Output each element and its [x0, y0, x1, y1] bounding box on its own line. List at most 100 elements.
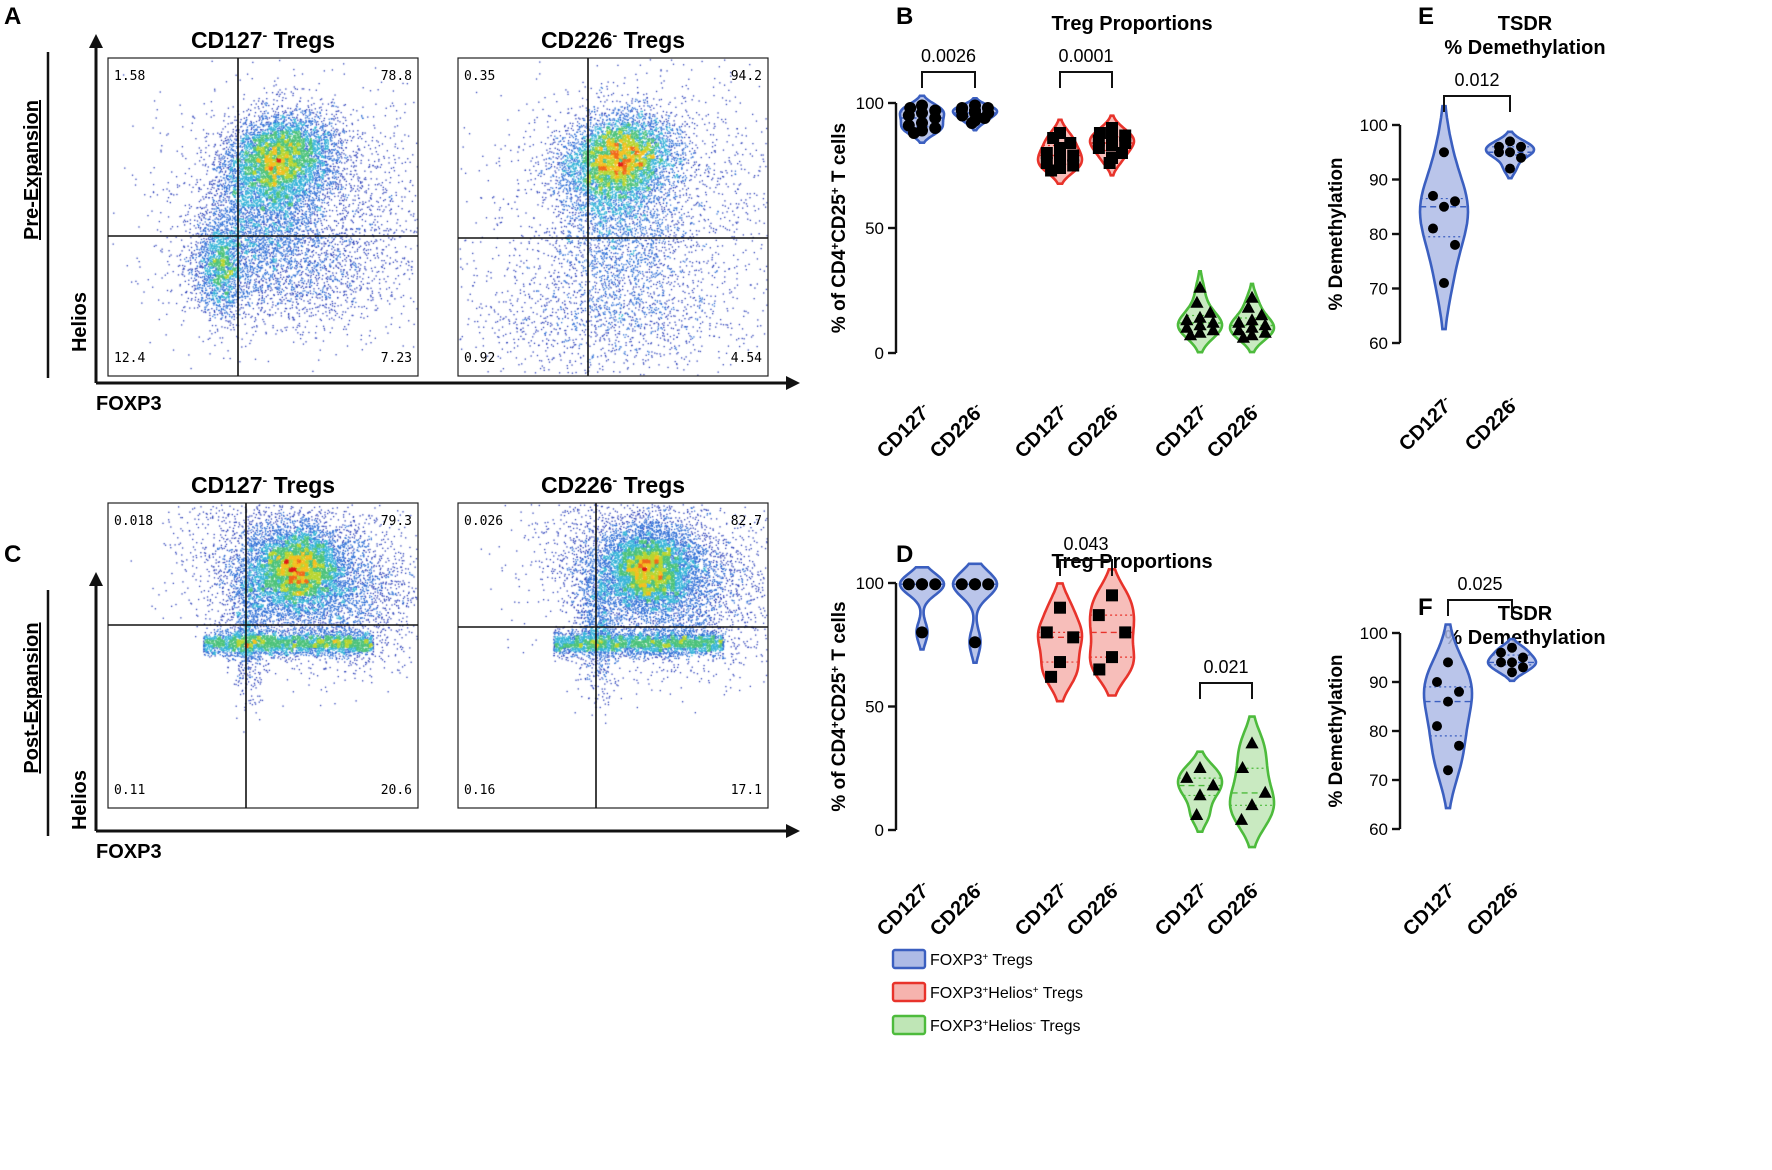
- panel-label-c: C: [4, 541, 21, 568]
- data-point-square: [1054, 656, 1066, 669]
- data-point-triangle: [1206, 323, 1220, 336]
- data-point-triangle: [1190, 807, 1204, 820]
- data-point-triangle: [1258, 785, 1272, 798]
- data-point-triangle: [1235, 761, 1250, 774]
- y-axis-arrowhead: [89, 34, 103, 48]
- data-point-square: [1067, 149, 1080, 162]
- violin-shape: [1418, 104, 1470, 331]
- flow-density-plot: [458, 58, 768, 376]
- data-point-circle: [1428, 223, 1438, 234]
- p-value-label: 0.025: [1457, 574, 1502, 594]
- p-value-label: 0.0001: [1058, 46, 1113, 66]
- data-point-square: [1040, 626, 1053, 639]
- significance-bracket: [1059, 559, 1113, 576]
- x-category-label: CD226-: [1460, 392, 1523, 455]
- legend-swatch: [891, 1014, 927, 1036]
- data-point-circle: [929, 112, 942, 124]
- chart-legend: FOXP3+ Tregs FOXP3+Helios+ Tregs FOXP3+Hel…: [891, 948, 1083, 1036]
- legend-swatch: [891, 981, 927, 1003]
- data-point-circle: [1505, 163, 1515, 174]
- data-point-circle: [1496, 647, 1506, 658]
- data-point-circle: [1518, 662, 1528, 673]
- x-axis-arrowhead: [786, 376, 800, 390]
- chart-title: TSDR: [1498, 13, 1553, 35]
- data-point-triangle: [1245, 290, 1259, 303]
- data-point-triangle: [1255, 308, 1269, 321]
- data-point-square: [1054, 142, 1066, 154]
- flow-density-container: [458, 58, 768, 376]
- data-point-circle: [916, 578, 928, 591]
- data-point-circle: [1439, 201, 1449, 212]
- quadrant-lower-left-value: 0.11: [114, 783, 145, 798]
- quadrant-upper-right-value: 79.3: [381, 514, 412, 529]
- data-point-triangle: [1193, 325, 1207, 338]
- data-point-circle: [1518, 652, 1528, 663]
- x-category-label: CD226-: [1062, 877, 1125, 940]
- x-category-label: CD226-: [1202, 877, 1265, 940]
- y-tick-label: 0: [875, 821, 884, 840]
- data-point-circle: [1439, 147, 1449, 158]
- data-point-square: [1093, 663, 1106, 676]
- data-point-circle: [955, 578, 968, 591]
- violin-shape: [1422, 623, 1474, 810]
- y-tick-label: 60: [1369, 334, 1388, 353]
- data-point-triangle: [1232, 323, 1246, 336]
- flow-plot-frame: [457, 57, 769, 377]
- y-axis-arrowhead: [89, 572, 103, 586]
- chart-subtitle: % Demethylation: [1444, 37, 1605, 59]
- quadrant-upper-left-value: 0.35: [464, 69, 495, 84]
- quadrant-lower-right-value: 17.1: [731, 783, 762, 798]
- data-point-circle: [1454, 740, 1464, 751]
- data-point-circle: [978, 112, 991, 124]
- quadrant-lower-left-value: 12.4: [114, 351, 145, 366]
- x-category-label: CD226-: [925, 399, 988, 462]
- side-label: Post-Expansion: [21, 622, 43, 773]
- x-axis-arrowhead: [786, 824, 800, 838]
- p-value-label: 0.043: [1063, 534, 1108, 554]
- data-point-triangle: [1183, 328, 1198, 341]
- y-axis-label-helios: Helios: [69, 770, 91, 830]
- y-axis-label-helios: Helios: [69, 292, 91, 352]
- data-point-circle: [902, 109, 915, 122]
- y-axis-label: % of CD4+CD25+ T cells: [829, 123, 851, 333]
- data-point-triangle: [1193, 788, 1207, 801]
- data-point-circle: [1432, 677, 1442, 687]
- y-tick-label: 50: [865, 219, 884, 238]
- y-tick-label: 0: [875, 344, 884, 363]
- data-point-square: [1092, 142, 1105, 154]
- legend-label: FOXP3+ Tregs: [930, 952, 1033, 970]
- flow-plot-title: CD226- Tregs: [541, 27, 685, 53]
- data-point-square: [1115, 147, 1128, 159]
- x-category-label: CD226-: [1462, 877, 1525, 940]
- flow-plot-title: CD127- Tregs: [191, 472, 335, 498]
- data-point-triangle: [1258, 325, 1272, 338]
- data-point-triangle: [1258, 318, 1272, 331]
- flow-density-plot: [458, 503, 768, 808]
- y-tick-label: 50: [865, 698, 884, 717]
- x-category-label: CD127-: [1394, 392, 1457, 455]
- x-category-label: CD127-: [1398, 877, 1461, 940]
- data-point-square: [1106, 589, 1118, 602]
- data-point-circle: [965, 117, 978, 129]
- data-point-circle: [916, 626, 928, 639]
- panel-label-a: A: [4, 3, 21, 30]
- flow-plot-frame: [457, 502, 769, 809]
- flow-density-container: [108, 503, 418, 808]
- data-point-circle: [1450, 239, 1460, 250]
- x-category-label: CD127-: [872, 399, 935, 462]
- data-point-triangle: [1245, 736, 1259, 749]
- panel-label-b: B: [896, 3, 913, 30]
- legend-swatch: [891, 948, 927, 970]
- violin-shape: [1228, 715, 1276, 849]
- panel-label-f: F: [1418, 594, 1433, 621]
- flow-cytometry-pre-expansion: Pre-Expansion Helios FOXP3 CD127- Tregs 1.58…: [21, 27, 800, 415]
- chart-title: Treg Proportions: [1051, 13, 1212, 35]
- data-point-circle: [929, 578, 942, 591]
- data-point-circle: [1443, 696, 1453, 707]
- y-tick-label: 100: [856, 94, 884, 113]
- data-point-square: [1119, 626, 1132, 639]
- panel-label-e: E: [1418, 3, 1434, 30]
- significance-bracket: [1199, 682, 1253, 699]
- data-point-triangle: [1241, 300, 1255, 313]
- chart-d-treg-proportions-post: Treg Proportions 0 50 100 % of CD4+CD25+ T c…: [829, 534, 1276, 940]
